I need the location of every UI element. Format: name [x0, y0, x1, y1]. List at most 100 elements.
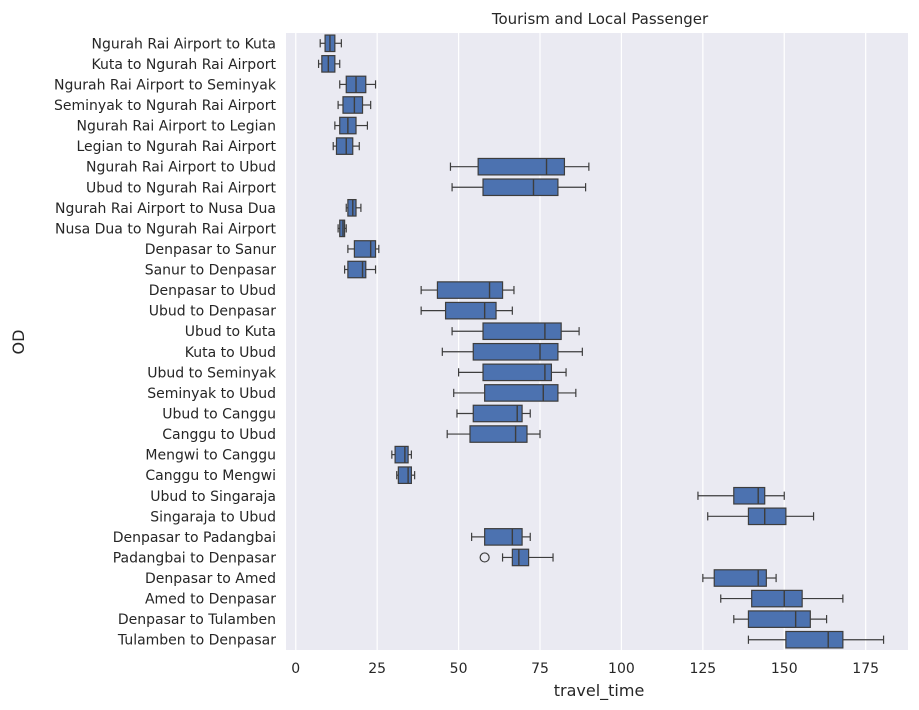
y-tick-label: Ubud to Denpasar [149, 304, 276, 320]
y-tick-label: Ubud to Canggu [162, 406, 276, 422]
iqr-box [477, 157, 566, 176]
box-plot-item [471, 528, 531, 546]
iqr-box [335, 137, 354, 155]
y-tick-label: Ngurah Rai Airport to Nusa Dua [55, 201, 276, 217]
x-tick-label: 150 [771, 661, 798, 677]
box-plot-item [344, 260, 377, 279]
y-tick-label: Singaraja to Ubud [150, 509, 276, 525]
y-tick-labels: Ngurah Rai Airport to Kuta Kuta to Ngurah… [54, 36, 277, 648]
box-plot-item [451, 322, 580, 341]
iqr-box [347, 260, 367, 279]
y-tick-label: Ngurah Rai Airport to Ubud [86, 160, 276, 176]
box-plot-item [707, 507, 815, 526]
box-plot-item [339, 75, 377, 94]
box-plot-item [317, 55, 341, 73]
y-tick-label: Denpasar to Amed [145, 571, 276, 587]
boxes-layer [317, 34, 885, 649]
box-plot-item [391, 445, 412, 464]
y-tick-label: Ubud to Singaraja [150, 489, 276, 505]
x-tick-label: 175 [852, 661, 879, 677]
y-tick-label: Kuta to Ngurah Rai Airport [91, 57, 276, 73]
iqr-box [347, 198, 357, 217]
box-plot-item [479, 548, 554, 567]
box-plot-item [453, 384, 577, 402]
iqr-box [472, 342, 559, 361]
box-plot-item [733, 610, 828, 628]
iqr-box [785, 630, 844, 649]
x-tick-labels: 0 25 50 75 100 125 150 175 [291, 661, 879, 677]
iqr-box [472, 404, 523, 423]
iqr-box [339, 219, 346, 238]
y-tick-label: Ubud to Seminyak [147, 365, 277, 381]
box-plot-item [441, 342, 583, 361]
plot-area [286, 33, 908, 650]
iqr-box [353, 240, 377, 258]
grid-lines [295, 33, 867, 650]
box-plot-item [720, 589, 844, 608]
y-tick-label: Ubud to Ngurah Rai Airport [86, 180, 277, 196]
box-plot-item [456, 404, 531, 423]
box-plot-item [747, 630, 885, 649]
y-tick-label: Nusa Dua to Ngurah Rai Airport [55, 221, 277, 237]
y-tick-label: Kuta to Ubud [185, 345, 276, 361]
box-plot-item [449, 157, 590, 176]
iqr-box [511, 548, 530, 567]
y-tick-label: Mengwi to Canggu [145, 448, 276, 464]
box-plot-item [396, 466, 416, 485]
y-tick-label: Padangbai to Denpasar [113, 550, 277, 566]
box-plot-item [319, 34, 342, 53]
iqr-box [751, 589, 803, 608]
y-tick-label: Ngurah Rai Airport to Kuta [91, 36, 276, 52]
iqr-box [484, 384, 559, 402]
iqr-box [733, 486, 766, 505]
x-tick-label: 75 [531, 661, 549, 677]
box-plot-item [332, 137, 360, 155]
box-plot-item [337, 219, 347, 238]
y-tick-label: Canggu to Ubud [162, 427, 276, 443]
x-axis-label: travel_time [554, 681, 645, 701]
x-tick-label: 125 [689, 661, 716, 677]
iqr-box [482, 322, 562, 341]
iqr-box [397, 466, 412, 485]
x-tick-label: 0 [291, 661, 300, 677]
y-tick-label: Tulamben to Denpasar [117, 633, 276, 649]
y-tick-label: Denpasar to Padangbai [113, 530, 276, 546]
y-tick-label: Sanur to Denpasar [145, 263, 277, 279]
box-plot-item [451, 178, 587, 197]
y-tick-label: Canggu to Mengwi [145, 468, 276, 484]
y-tick-label: Denpasar to Sanur [145, 242, 277, 258]
chart-title: Tourism and Local Passenger [491, 10, 709, 28]
box-plot-item [334, 116, 369, 135]
iqr-box [713, 569, 767, 587]
y-tick-label: Ngurah Rai Airport to Seminyak [54, 77, 277, 93]
iqr-box [394, 445, 409, 464]
box-plot-item [420, 301, 513, 320]
iqr-box [469, 425, 528, 443]
box-plot-item [446, 425, 541, 443]
iqr-box [436, 281, 504, 299]
y-tick-label: Legian to Ngurah Rai Airport [77, 139, 277, 155]
box-plot-item [702, 569, 777, 587]
y-tick-label: Denpasar to Ubud [149, 283, 276, 299]
y-tick-label: Amed to Denpasar [145, 592, 276, 608]
box-plot-item [420, 281, 515, 299]
y-tick-label: Ubud to Kuta [185, 324, 276, 340]
x-tick-label: 25 [368, 661, 386, 677]
iqr-box [482, 363, 553, 382]
box-plot-item [337, 96, 372, 114]
x-tick-label: 100 [608, 661, 635, 677]
box-plot-item [697, 486, 785, 505]
y-tick-label: Seminyak to Ngurah Rai Airport [54, 98, 276, 114]
box-plot-item [347, 240, 380, 258]
iqr-box [484, 528, 523, 546]
y-tick-label: Denpasar to Tulamben [118, 612, 276, 628]
outlier-point [479, 552, 490, 563]
y-tick-label: Seminyak to Ubud [147, 386, 276, 402]
iqr-box [444, 301, 497, 320]
y-tick-label: Ngurah Rai Airport to Legian [77, 119, 277, 135]
iqr-box [342, 96, 364, 114]
box-plot-item [345, 198, 362, 217]
iqr-box [747, 610, 811, 628]
y-axis-label: OD [9, 330, 28, 355]
